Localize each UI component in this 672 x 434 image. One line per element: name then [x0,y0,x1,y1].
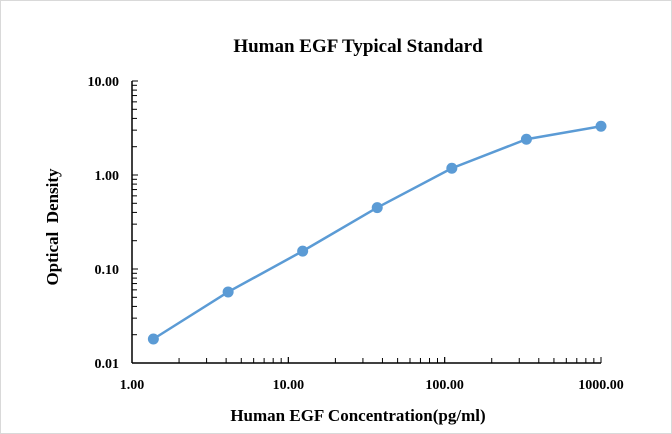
data-point [297,245,309,257]
chart-title: Human EGF Typical Standard [233,36,483,57]
x-tick-label: 1.00 [120,378,145,393]
data-point [222,286,234,298]
series-line [152,125,602,341]
data-point [147,333,159,345]
y-tick-label: 0.10 [95,263,120,278]
data-point [595,120,607,132]
data-point [520,133,532,145]
x-axis-label: Human EGF Concentration(pg/ml) [230,406,485,425]
data-point [371,202,383,214]
y-tick-label: 10.00 [88,75,120,90]
x-tick-label: 1000.00 [578,378,624,393]
y-tick-label: 0.01 [95,357,120,372]
y-tick-label: 1.00 [95,169,120,184]
x-tick-label: 10.00 [273,378,305,393]
y-axis-label: Optical Density [43,168,62,286]
data-point [446,162,458,174]
x-tick-label: 100.00 [425,378,464,393]
